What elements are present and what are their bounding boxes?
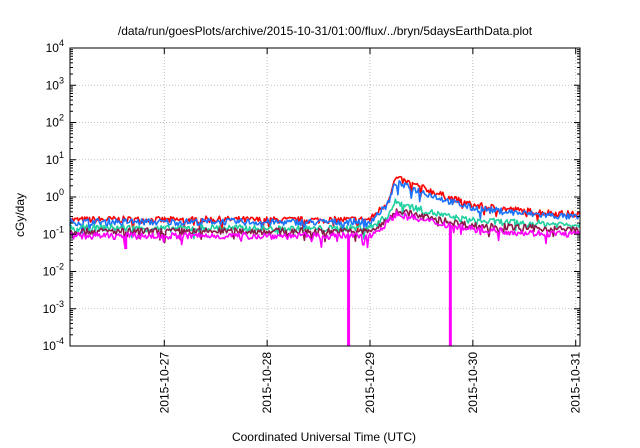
y-tick-label: 10-2 [43, 262, 64, 279]
x-tick-label: 2015-10-29 [363, 352, 377, 414]
grid-lines [70, 48, 580, 346]
x-tick-label: 2015-10-27 [157, 352, 171, 414]
series-layer [69, 175, 581, 346]
y-tick-label: 102 [46, 113, 64, 130]
series-line-5 [69, 210, 581, 249]
y-tick-label: 100 [46, 187, 64, 204]
y-tick-label: 101 [46, 150, 64, 167]
x-axis-label: Coordinated Universal Time (UTC) [232, 430, 416, 444]
y-tick-label: 104 [46, 38, 64, 55]
y-tick-label: 10-1 [43, 224, 64, 241]
axis-ticks: 10-4 10-3 10-2 10-1 100 101 102 103 104 2015-10-2… [43, 38, 583, 413]
y-axis-label: cGy/day [13, 193, 27, 237]
series-line-2 [69, 180, 581, 234]
series-line-4 [69, 208, 581, 244]
chart-title: /data/run/goesPlots/archive/2015-10-31/0… [118, 24, 533, 38]
y-tick-label: 103 [46, 75, 64, 92]
x-tick-label: 2015-10-28 [260, 352, 274, 414]
x-tick-label: 2015-10-30 [466, 352, 480, 414]
x-tick-label: 2015-10-31 [569, 352, 583, 414]
y-tick-label: 10-3 [43, 299, 64, 316]
series-line-3 [69, 198, 581, 240]
y-tick-label: 10-4 [43, 336, 64, 353]
